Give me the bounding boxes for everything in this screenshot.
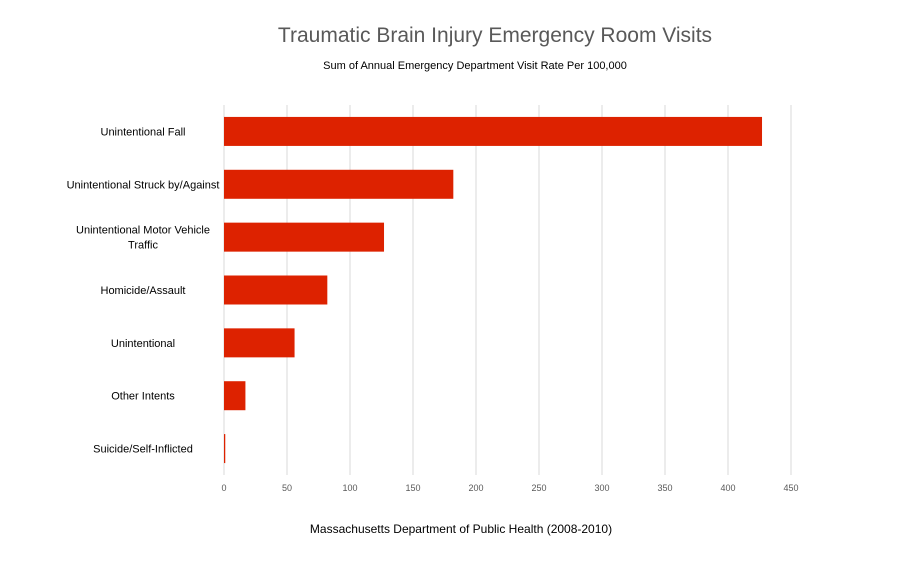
chart-subtitle: Sum of Annual Emergency Department Visit… [323, 60, 627, 72]
category-label: Unintentional Struck by/Against [67, 179, 220, 191]
x-tick-label: 100 [342, 483, 357, 493]
category-labels: Unintentional Fall Unintentional Struck b… [67, 126, 220, 455]
bar [224, 169, 454, 199]
bar [224, 116, 763, 146]
category-label: Suicide/Self-Inflicted [93, 444, 193, 456]
x-tick-label: 450 [783, 483, 798, 493]
x-tick-label: 400 [720, 483, 735, 493]
category-label: Homicide/Assault [101, 285, 186, 297]
x-tick-label: 200 [468, 483, 483, 493]
x-tick-label: 150 [405, 483, 420, 493]
x-axis-label: Massachusetts Department of Public Healt… [309, 522, 613, 536]
category-label: Unintentional [111, 338, 175, 350]
x-tick-label: 0 [221, 483, 226, 493]
x-tick-label: 350 [657, 483, 672, 493]
x-tick-label: 50 [282, 483, 292, 493]
bar [224, 381, 246, 411]
bar [224, 275, 328, 305]
chart-title: Traumatic Brain Injury Emergency Room Vi… [277, 24, 713, 47]
category-label: Unintentional Motor Vehicle Traffic [76, 225, 210, 252]
bars [224, 116, 763, 464]
bar [224, 434, 226, 464]
bar [224, 222, 385, 252]
category-label: Other Intents [111, 391, 175, 403]
bar [224, 328, 295, 358]
x-tick-label: 300 [594, 483, 609, 493]
tick-labels: 0 50 100 150 200 250 300 350 400 450 [221, 483, 798, 493]
x-tick-label: 250 [531, 483, 546, 493]
category-label: Unintentional Fall [101, 126, 186, 138]
